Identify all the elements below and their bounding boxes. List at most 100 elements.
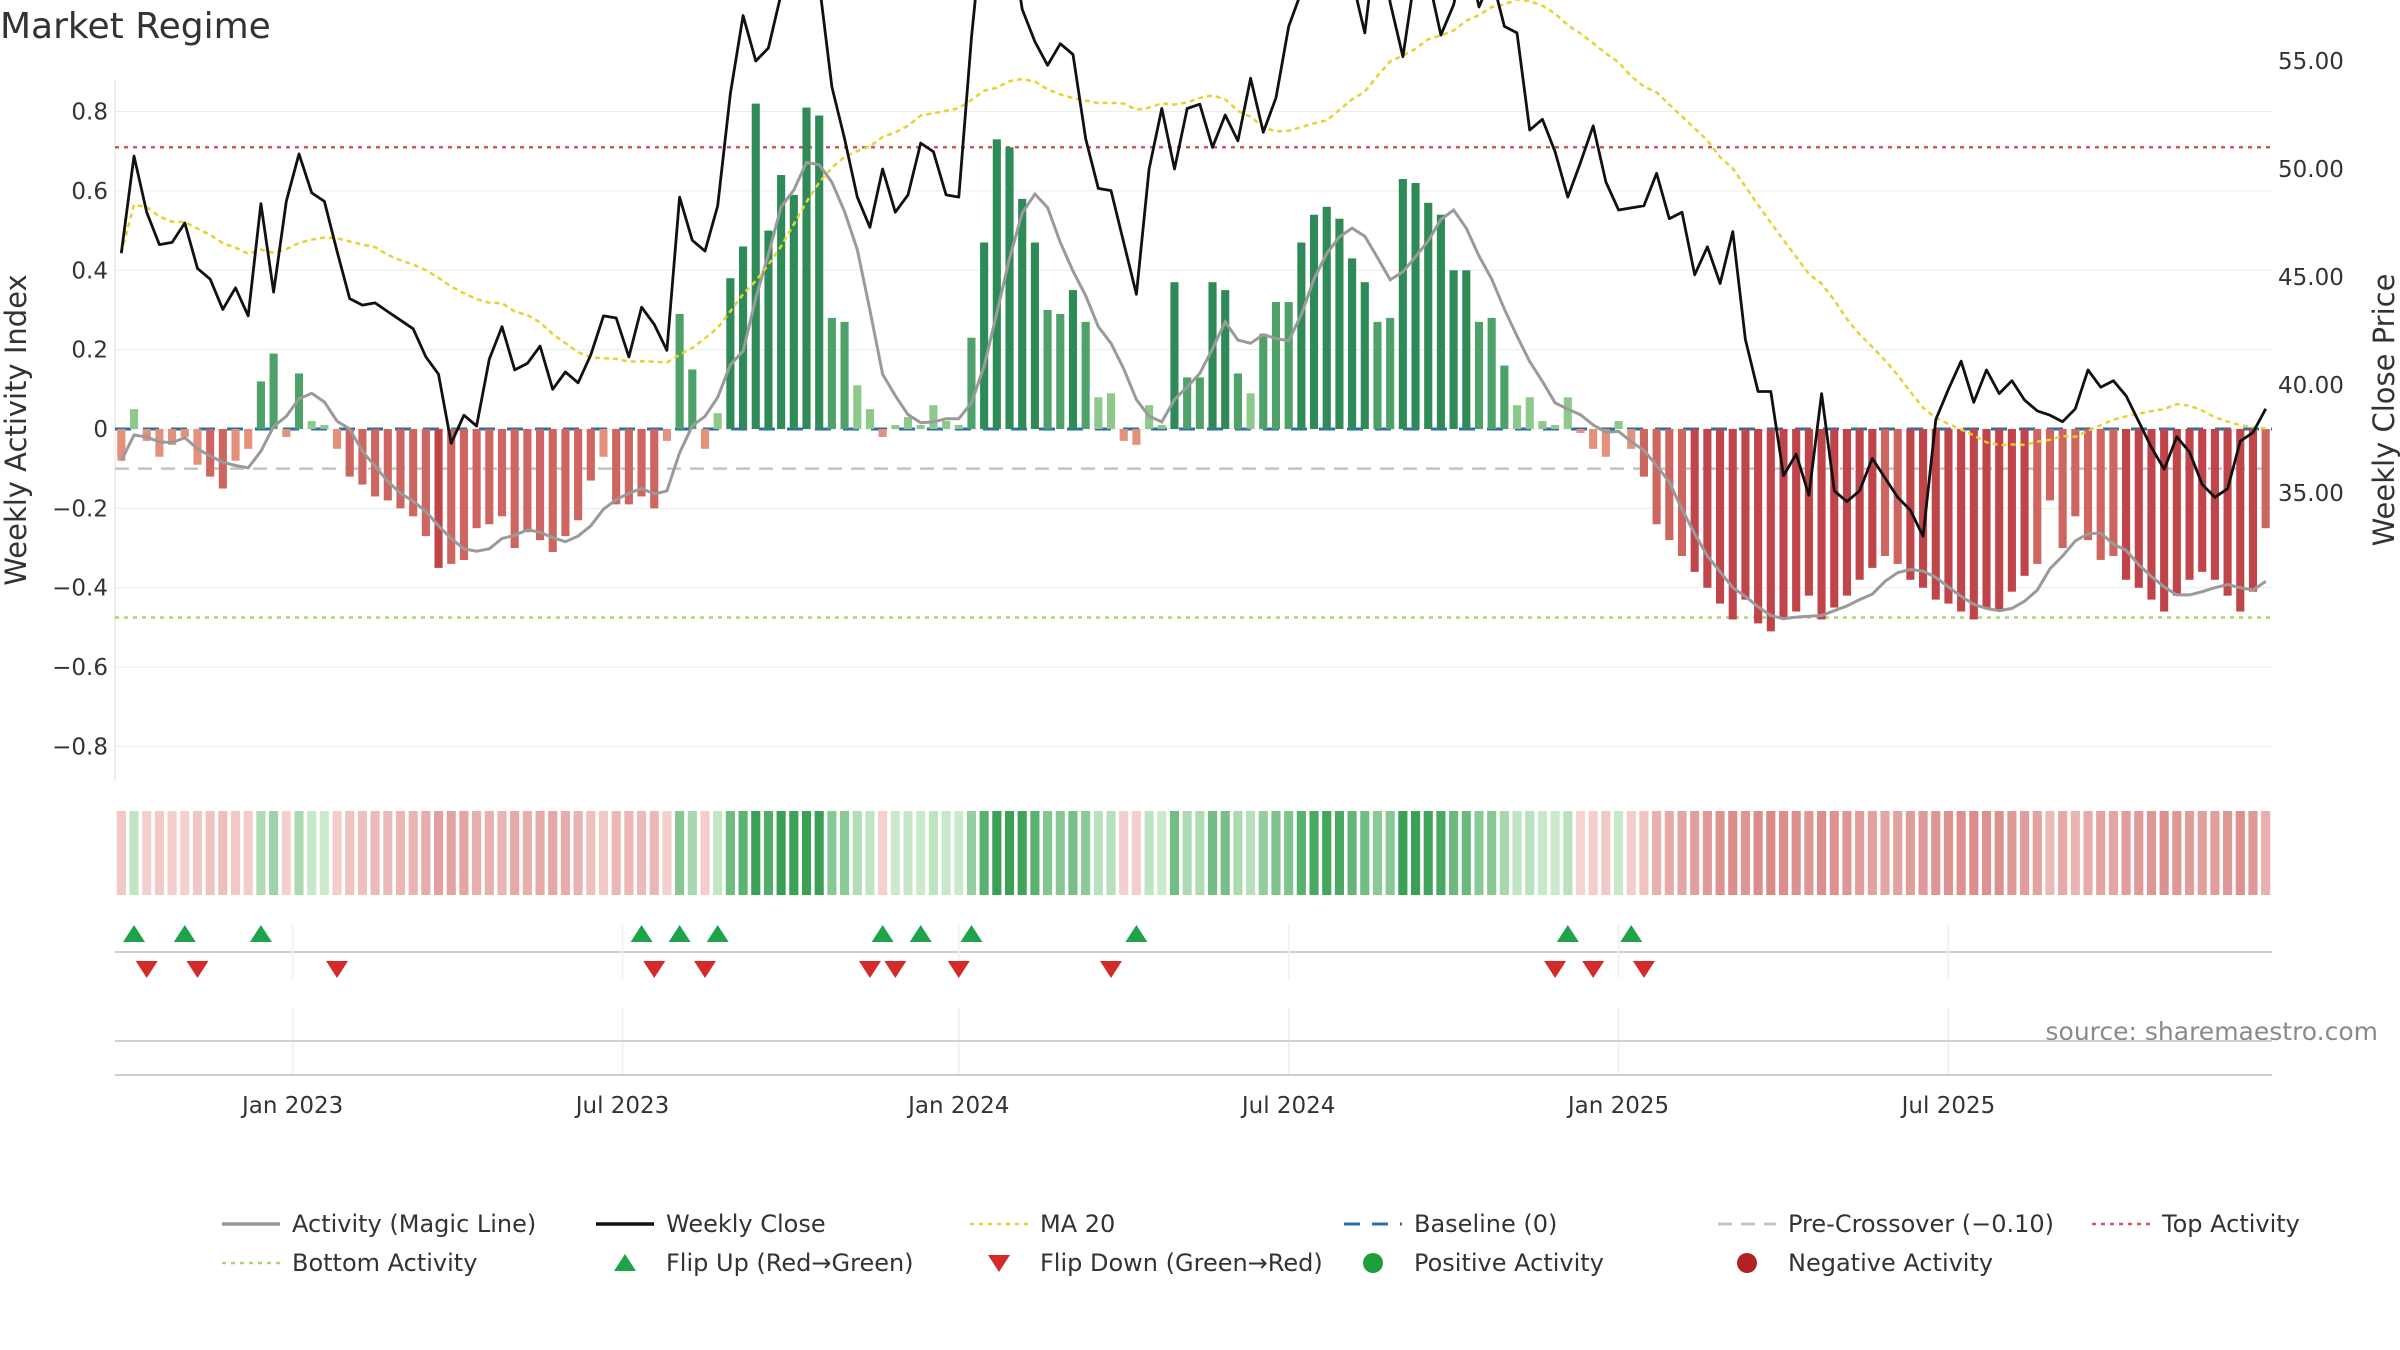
regime-cell (2070, 811, 2080, 895)
regime-cell (1969, 811, 1979, 895)
activity-bar (332, 429, 342, 449)
activity-bars (117, 103, 2270, 632)
activity-bar (1538, 421, 1547, 429)
regime-cell (1766, 811, 1776, 895)
activity-bar (2071, 429, 2080, 517)
y-tick-left: 0.6 (71, 179, 108, 205)
regime-cell (167, 811, 177, 895)
x-tick-label: Jan 2024 (906, 1093, 1009, 1119)
regime-cell (1461, 811, 1471, 895)
regime-cell (2210, 811, 2220, 895)
activity-bar (2210, 429, 2219, 580)
regime-cell (966, 811, 977, 895)
y-tick-left: 0 (93, 417, 108, 443)
regime-cell (1106, 811, 1116, 895)
activity-bar (1944, 429, 1953, 604)
activity-bar (903, 417, 913, 429)
activity-bar (1639, 429, 1648, 477)
activity-bar (142, 429, 151, 441)
regime-cell (1956, 811, 1966, 895)
regime-cell (408, 811, 418, 895)
activity-bar (307, 421, 316, 429)
grid (114, 80, 2272, 782)
activity-bar (675, 313, 684, 429)
activity-bar (1170, 282, 1179, 429)
regime-cell (611, 811, 621, 895)
activity-bar (1183, 377, 1192, 429)
regime-cell (230, 811, 241, 895)
legend-item: Positive Activity (1363, 1249, 1604, 1277)
y-tick-right: 35.00 (2278, 481, 2344, 507)
activity-bar (510, 429, 519, 549)
activity-bar (815, 115, 824, 429)
regime-cell (598, 811, 609, 895)
y-tick-labels: 0.80.60.40.20−0.2−0.4−0.6−0.860.0055.005… (52, 49, 2344, 760)
activity-bar (1931, 429, 1940, 600)
regime-cell (1004, 811, 1015, 895)
y-tick-left: 0.8 (71, 100, 108, 126)
activity-bar (1373, 321, 1382, 429)
y-tick-left: −0.6 (52, 655, 108, 681)
legend-item: MA 20 (970, 1210, 1115, 1238)
activity-bar (1690, 429, 1699, 572)
legend-swatch-triangle-down (988, 1255, 1010, 1272)
flip-up-marker (1125, 925, 1148, 942)
regime-cell (1842, 811, 1852, 895)
activity-bar (865, 409, 875, 429)
activity-bar (1094, 397, 1103, 429)
regime-cell (421, 811, 431, 895)
activity-bar (409, 429, 418, 517)
regime-cell (1867, 811, 1877, 895)
activity-bar (1106, 393, 1116, 429)
activity-bar (1906, 429, 1915, 580)
regime-cell (2235, 811, 2245, 895)
regime-cell (801, 811, 812, 895)
flip-down-marker (1100, 961, 1123, 978)
weekly-close-line (119, 0, 2267, 538)
legend-swatch-circle (1737, 1253, 1757, 1273)
regime-cell (573, 811, 583, 895)
activity-bar (954, 425, 963, 429)
activity-bar (231, 429, 240, 461)
regime-cell (510, 811, 520, 895)
activity-bar (2020, 429, 2029, 576)
regime-cell (1220, 811, 1230, 895)
activity-bar (371, 429, 380, 497)
regime-cell (1855, 811, 1865, 895)
activity-bar (1449, 270, 1458, 429)
activity-bar (1259, 333, 1268, 429)
regime-cell (1398, 811, 1408, 895)
y-axis-right-label: Weekly Close Price (2367, 274, 2400, 547)
regime-cell (2223, 811, 2233, 895)
x-tick-label: Jul 2023 (574, 1093, 670, 1119)
legend-item: Negative Activity (1737, 1249, 1993, 1277)
ma20-line (120, 0, 2266, 447)
regime-cell (2058, 811, 2068, 895)
activity-bar (1043, 309, 1052, 429)
legend-item: Weekly Close (596, 1210, 826, 1238)
activity-bar (1919, 429, 1928, 588)
regime-cell (751, 811, 761, 895)
regime-cell (789, 811, 799, 895)
activity-bar (2236, 429, 2245, 612)
activity-bar (1360, 282, 1369, 429)
activity-bar (421, 429, 430, 537)
regime-cell (345, 811, 355, 895)
regime-cell (827, 811, 837, 895)
regime-cell (763, 811, 774, 895)
flip-up-marker (706, 925, 729, 942)
activity-bar (1474, 321, 1484, 429)
activity-bar (206, 429, 215, 477)
regime-cell (1601, 811, 1611, 895)
regime-cell (2007, 811, 2017, 895)
activity-bar (1030, 242, 1039, 429)
regime-cell (865, 811, 875, 895)
y-tick-right: 45.00 (2278, 265, 2344, 291)
activity-bar (2248, 429, 2258, 592)
activity-bar (1500, 365, 1509, 429)
regime-cell (1144, 811, 1154, 895)
flip-up-marker (960, 925, 983, 942)
activity-bar (1157, 425, 1166, 429)
activity-bar (700, 429, 710, 449)
activity-bar (1792, 429, 1801, 612)
